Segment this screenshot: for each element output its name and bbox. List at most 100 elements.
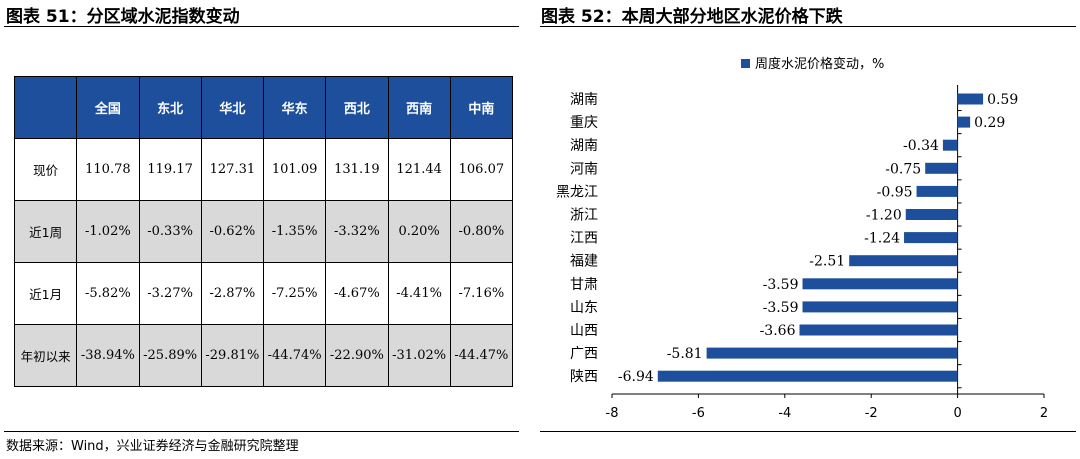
x-tick-label: -4 xyxy=(778,406,791,421)
x-tick-label: 0 xyxy=(953,406,961,421)
left-bottom-rule xyxy=(4,431,519,432)
table-cell: -7.16% xyxy=(449,262,514,325)
table-row: 年初以来 -38.94% -25.89% -29.81% -44.74% -22… xyxy=(13,324,514,387)
bar xyxy=(905,209,958,220)
bar xyxy=(925,162,958,174)
table-cell: -22.90% xyxy=(325,324,389,387)
bar-value-label: 0.59 xyxy=(987,92,1018,108)
table-cell: 131.19 xyxy=(325,138,389,201)
bar-value-label: -3.59 xyxy=(763,277,799,293)
table-cell: -0.62% xyxy=(200,200,265,263)
table-row: 近1周 -1.02% -0.33% -0.62% -1.35% -3.32% 0… xyxy=(13,200,514,263)
bar xyxy=(904,232,958,244)
table-header-cell: 中南 xyxy=(449,76,514,139)
table-row: 现价 110.78 119.17 127.31 101.09 131.19 12… xyxy=(13,138,514,201)
table-cell: 110.78 xyxy=(76,138,140,201)
table-cell: -4.67% xyxy=(325,262,389,325)
table-cell: -3.27% xyxy=(138,262,202,325)
table-cell: -0.33% xyxy=(138,200,202,263)
bar-value-label: 0.29 xyxy=(974,115,1005,131)
bar xyxy=(916,185,958,197)
bar-value-label: -0.95 xyxy=(877,184,913,200)
table-cell: 119.17 xyxy=(138,138,202,201)
category-label: 陕西 xyxy=(570,369,598,385)
table-header-cell: 西北 xyxy=(325,76,389,139)
bar xyxy=(657,370,958,382)
table-cell: 121.44 xyxy=(387,138,451,201)
source-note: 数据来源：Wind，兴业证券经济与金融研究院整理 xyxy=(6,439,299,454)
table-cell: -38.94% xyxy=(76,324,140,387)
table-cell: -31.02% xyxy=(387,324,451,387)
category-label: 湖南 xyxy=(570,92,598,108)
category-label: 重庆 xyxy=(570,115,598,131)
table-header-cell: 西南 xyxy=(387,76,451,139)
category-label: 江西 xyxy=(570,231,598,247)
table-cell: -7.25% xyxy=(262,262,327,325)
category-label: 黑龙江 xyxy=(556,184,598,200)
legend-label: 周度水泥价格变动，% xyxy=(755,56,884,72)
price-change-bar-chart: 周度水泥价格变动，% -8 -6 -4 -2 0 2 0.59 湖南 0.29 重庆 -0.34 湖南 -… xyxy=(556,56,1048,421)
cement-index-table: 全国 东北 华北 华东 西北 西南 中南 现价 110.78 119.17 12… xyxy=(13,76,514,387)
bar xyxy=(849,255,958,267)
bar-value-label: -5.81 xyxy=(667,346,703,362)
table-header-cell: 华北 xyxy=(200,76,265,139)
bar xyxy=(799,324,958,336)
x-tick-label: 2 xyxy=(1040,406,1048,421)
bar xyxy=(957,93,984,105)
bar-value-label: -1.20 xyxy=(866,208,902,224)
row-label: 近1月 xyxy=(13,262,78,325)
table-header-cell: 全国 xyxy=(76,76,140,139)
row-label: 近1周 xyxy=(13,200,78,263)
category-label: 广西 xyxy=(570,346,598,362)
right-title-rule xyxy=(540,26,1076,27)
legend-swatch xyxy=(741,59,750,68)
table-cell: -44.47% xyxy=(449,324,514,387)
table-cell: -1.02% xyxy=(76,200,140,263)
category-label: 山东 xyxy=(570,300,598,316)
category-label: 湖南 xyxy=(570,138,598,154)
bar-value-label: -0.75 xyxy=(885,161,921,177)
table-cell: -2.87% xyxy=(200,262,265,325)
bar xyxy=(802,278,958,290)
table-cell: -29.81% xyxy=(200,324,265,387)
category-label: 浙江 xyxy=(570,208,598,224)
x-tick-label: -2 xyxy=(865,406,878,421)
table-cell: -1.35% xyxy=(262,200,327,263)
category-label: 福建 xyxy=(570,254,598,270)
x-tick-label: -6 xyxy=(692,406,705,421)
right-panel-title: 图表 52：本周大部分地区水泥价格下跌 xyxy=(541,7,843,27)
bar xyxy=(802,301,958,313)
category-label: 甘肃 xyxy=(570,277,598,293)
table-cell: 0.20% xyxy=(387,200,451,263)
table-cell: -5.82% xyxy=(76,262,140,325)
bar xyxy=(957,116,971,128)
table-cell: 106.07 xyxy=(449,138,514,201)
table-cell: -44.74% xyxy=(262,324,327,387)
table-row: 近1月 -5.82% -3.27% -2.87% -7.25% -4.67% -… xyxy=(13,262,514,325)
table-cell: -25.89% xyxy=(138,324,202,387)
table-cell: -4.41% xyxy=(387,262,451,325)
table-cell: -3.32% xyxy=(325,200,389,263)
table-header-cell xyxy=(13,76,78,139)
table-cell: 101.09 xyxy=(262,138,327,201)
bar xyxy=(706,347,958,359)
left-title-rule xyxy=(4,26,519,27)
bar-value-label: -6.94 xyxy=(618,369,654,385)
bar-value-label: -0.34 xyxy=(903,138,939,154)
table-cell: -0.80% xyxy=(449,200,514,263)
bar-value-label: -3.66 xyxy=(760,323,796,339)
left-panel-title: 图表 51：分区域水泥指数变动 xyxy=(6,7,240,27)
bar xyxy=(942,139,958,151)
bar-value-label: -1.24 xyxy=(864,231,900,247)
x-tick-label: -8 xyxy=(606,406,619,421)
category-label: 河南 xyxy=(570,161,598,177)
table-header-row: 全国 东北 华北 华东 西北 西南 中南 xyxy=(13,76,514,139)
table-header-cell: 华东 xyxy=(262,76,327,139)
category-label: 山西 xyxy=(570,323,598,339)
row-label: 现价 xyxy=(13,138,78,201)
row-label: 年初以来 xyxy=(13,324,78,387)
bar-value-label: -3.59 xyxy=(763,300,799,316)
table-cell: 127.31 xyxy=(200,138,265,201)
bar-value-label: -2.51 xyxy=(809,254,845,270)
table-header-cell: 东北 xyxy=(138,76,202,139)
